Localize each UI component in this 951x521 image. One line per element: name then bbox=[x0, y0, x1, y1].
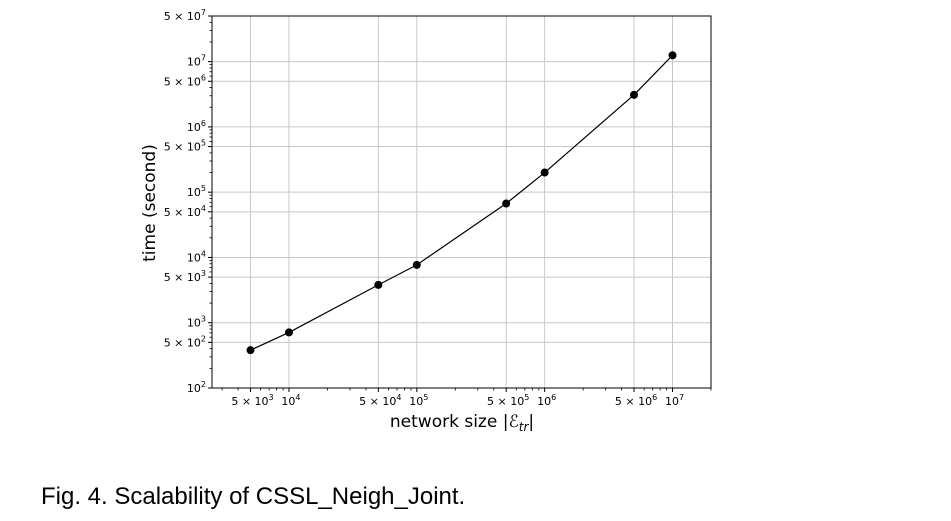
grid-lines bbox=[212, 15, 711, 389]
y-axis-label: time (second) bbox=[140, 144, 160, 262]
data-point bbox=[374, 280, 383, 289]
data-point bbox=[630, 90, 639, 99]
y-tick-label: 105 bbox=[187, 184, 206, 199]
y-tick-label: 5 × 103 bbox=[164, 269, 206, 284]
data-point bbox=[668, 51, 677, 60]
y-tick-label: 106 bbox=[187, 119, 206, 134]
y-tick-label: 104 bbox=[187, 249, 206, 264]
y-tick-label: 103 bbox=[187, 315, 206, 330]
data-point bbox=[412, 260, 421, 269]
y-tick-label: 102 bbox=[187, 380, 206, 395]
figure-caption: Fig. 4. Scalability of CSSL_Neigh_Joint. bbox=[41, 483, 466, 510]
data-markers bbox=[246, 51, 677, 355]
data-point bbox=[540, 168, 549, 177]
y-tick-label: 5 × 105 bbox=[164, 139, 206, 154]
series-line bbox=[250, 54, 673, 351]
y-tick-label: 5 × 104 bbox=[164, 204, 206, 219]
major-ticks bbox=[208, 15, 674, 392]
minor-ticks bbox=[209, 21, 712, 391]
y-tick-label: 5 × 107 bbox=[164, 8, 206, 23]
y-tick-label: 107 bbox=[187, 54, 206, 69]
x-tick-label: 5 × 104 bbox=[359, 393, 401, 408]
x-tick-label: 105 bbox=[409, 393, 428, 408]
x-tick-label: 5 × 105 bbox=[487, 393, 529, 408]
data-point bbox=[502, 199, 511, 208]
x-tick-label: 5 × 103 bbox=[231, 393, 273, 408]
x-tick-labels: 5 × 103 104 5 × 104 105 5 × 105 106 5 × 106 107 bbox=[231, 393, 684, 408]
y-tick-labels: 102 5 × 102 103 5 × 103 104 5 × 104 105 5 × 105… bbox=[164, 8, 206, 395]
y-tick-label: 5 × 102 bbox=[164, 334, 206, 349]
plot-area-frame bbox=[211, 15, 712, 389]
data-point bbox=[284, 328, 293, 337]
x-tick-label: 107 bbox=[665, 393, 684, 408]
data-point bbox=[246, 346, 255, 355]
y-tick-label: 5 × 106 bbox=[164, 73, 206, 88]
x-axis-label: network size |ℰtr| bbox=[390, 412, 534, 434]
x-tick-label: 104 bbox=[281, 393, 300, 408]
x-tick-label: 106 bbox=[537, 393, 556, 408]
x-tick-label: 5 × 106 bbox=[615, 393, 657, 408]
